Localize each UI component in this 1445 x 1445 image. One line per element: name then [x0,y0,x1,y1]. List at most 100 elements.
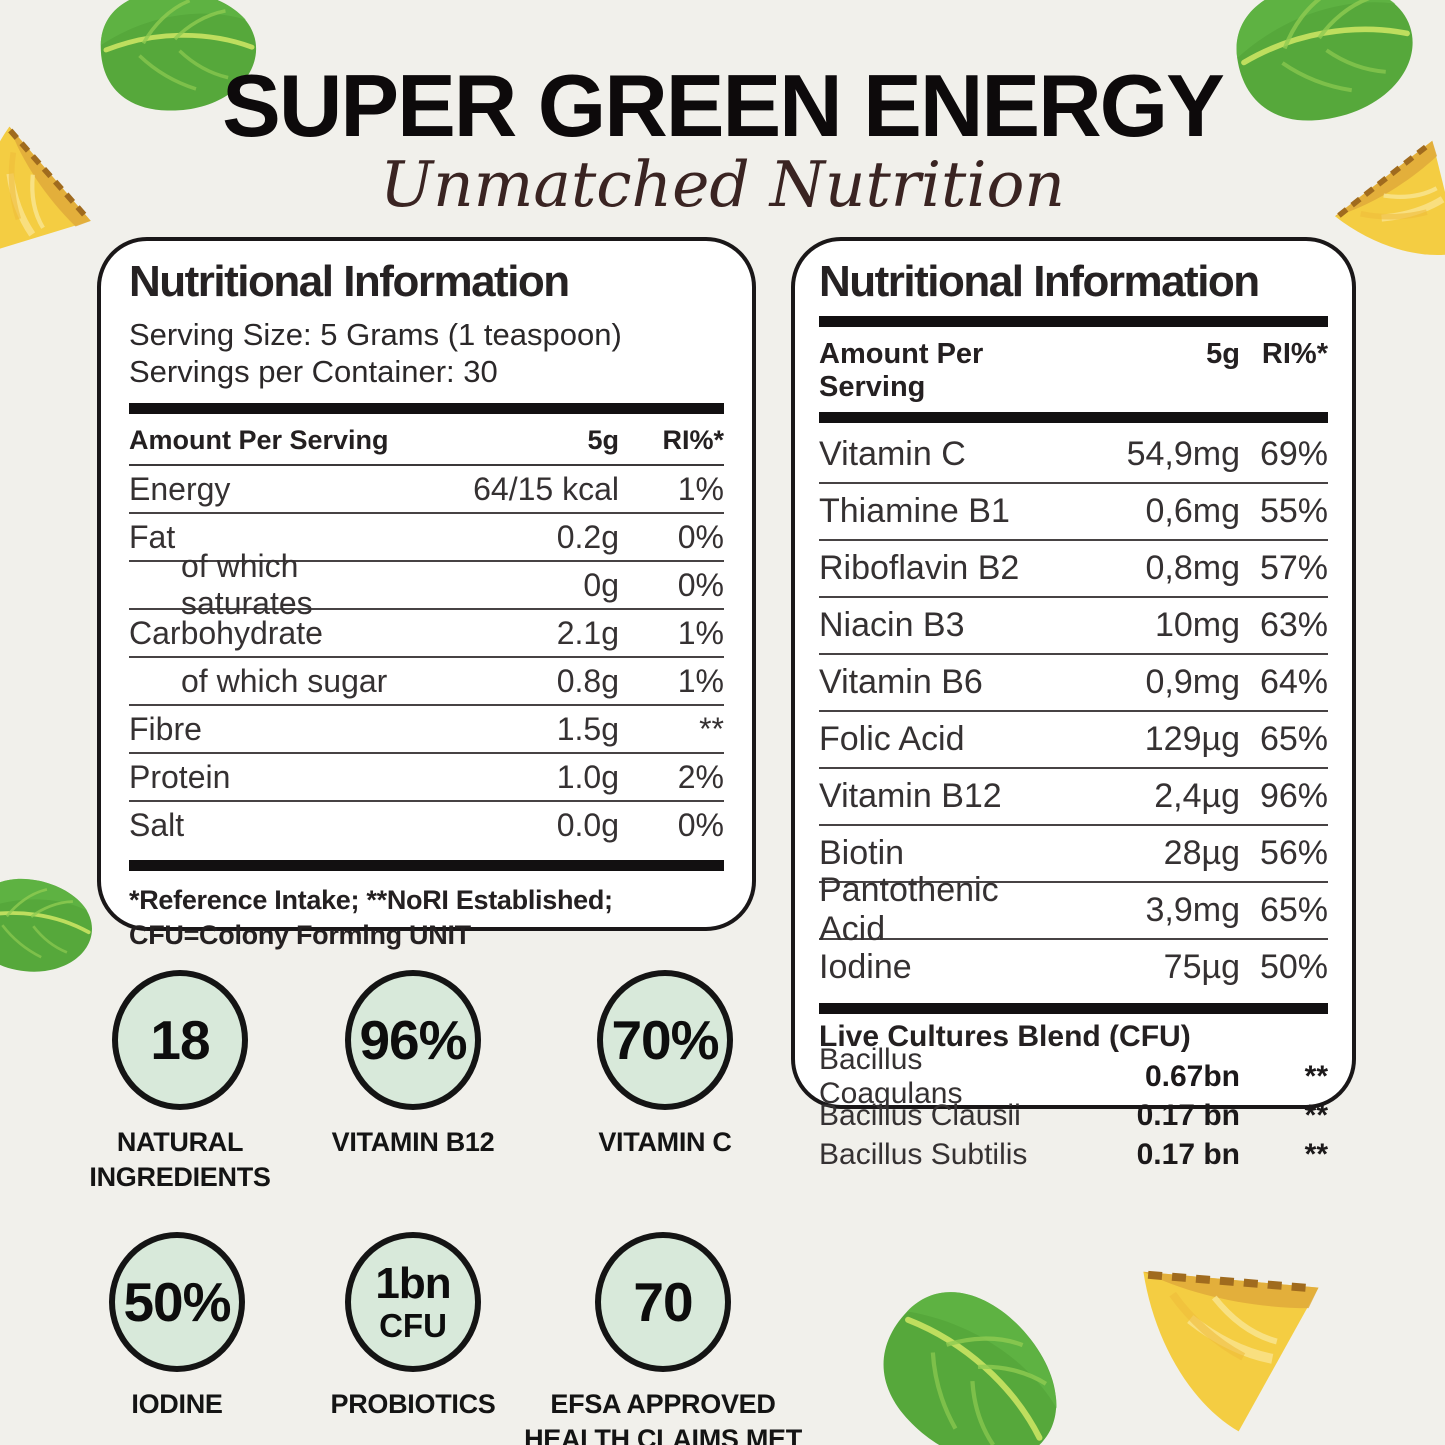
vitamin-table-body: Vitamin C 54,9mg 69% Thiamine B1 0,6mg 55% Rib… [819,427,1328,995]
divider-thick [129,860,724,872]
divider-thick [819,315,1328,327]
page-title: SUPER GREEN ENERGY [222,56,1225,155]
badge-circle: 70 [595,1232,731,1372]
nutrient-label: Niacin B3 [819,605,965,644]
vitamin-nutrition-panel: Nutritional Information Amount Per Servi… [791,237,1356,1171]
nutrient-amount: 0,9mg [1145,662,1241,701]
footnote-text: *Reference Intake; **NoRI Established; C… [129,883,724,953]
panel-title: Nutritional Information [129,257,570,306]
nutrient-label: Riboflavin B2 [819,548,1020,587]
badge-label: EFSA APPROVED HEALTH CLAIMS MET [524,1389,802,1445]
table-row: Biotin 28µg 56% [819,826,1328,883]
table-row: of which sugar 0.8g 1% [129,658,724,707]
footnote-line2: CFU=Colony Forming UNIT [129,920,471,951]
nutrient-amount: 0g [583,566,619,603]
nutrient-label: Carbohydrate [129,614,323,651]
badge-label: NATURAL INGREDIENTS [89,1127,271,1193]
nutrient-amount: 0.2g [556,518,619,555]
badge-value: 70% [611,1008,719,1071]
badge-label: VITAMIN C [598,1127,732,1157]
nutrient-amount: 75µg [1163,947,1240,986]
live-cultures-table-body: Bacillus Coagulans 0.67bn ** Bacillus Claus… [819,1043,1328,1175]
nutrient-ri-percent: 64% [1259,662,1328,701]
nutrient-amount: 3,9mg [1145,890,1241,929]
nutrient-label: Energy [129,470,231,507]
footnote-line1: *Reference Intake; **NoRI Established; [129,885,613,916]
badge-value: 96% [359,1008,467,1071]
nutrient-ri-percent: 96% [1259,776,1328,815]
badge-circle: 70% [597,970,733,1110]
nutrient-label: Bacillus Coagulans [819,1043,963,1111]
nutrient-label: Salt [129,806,185,843]
nutrient-amount: 54,9mg [1126,434,1240,473]
nutrient-amount: 0.0g [556,806,619,843]
nutrient-label: Folic Acid [819,719,965,758]
table-row: Protein 1.0g 2% [129,754,724,803]
table-row: Thiamine B1 0,6mg 55% [819,484,1328,541]
nutrient-ri-percent: 1% [677,662,724,699]
nutrient-amount: 129µg [1144,719,1240,758]
nutrient-amount: 64/15 kcal [473,470,619,507]
table-row: of which saturates 0g 0% [129,548,724,621]
live-cultures-title: Live Cultures Blend (CFU) [819,1019,1191,1053]
badge-label: IODINE [131,1389,223,1419]
nutrient-label: Fat [129,518,176,555]
table-row: Bacillus Coagulans 0.67bn ** [819,1043,1328,1110]
table-row: Fat 0.2g 0% [129,514,724,563]
stat-badge: 70 EFSA APPROVED HEALTH CLAIMS MET [503,1232,823,1445]
divider-thick [819,411,1328,423]
nutrient-ri-percent: ** [1304,1138,1328,1172]
table-row: Carbohydrate 2.1g 1% [129,610,724,659]
nutrient-ri-percent: ** [1304,1060,1328,1094]
panel-title: Nutritional Information [819,257,1260,306]
column-header-amount-per-serving: Amount Per Serving [819,337,984,403]
badge-value: 70 [633,1270,693,1333]
table-row: Vitamin B6 0,9mg 64% [819,655,1328,712]
nutrient-amount: 1.0g [556,758,619,795]
table-header-row: Amount Per Serving 5g RI%* [129,418,724,464]
table-row: Salt 0.0g 0% [129,802,724,848]
table-row: Niacin B3 10mg 63% [819,598,1328,655]
badge-value: 50% [123,1270,231,1333]
table-row: Folic Acid 129µg 65% [819,712,1328,769]
column-header-ri: RI%* [1261,337,1328,370]
nutrient-ri-percent: ** [1304,1099,1328,1133]
stat-badge: 70% VITAMIN C [545,970,785,1160]
nutrient-amount: 2.1g [556,614,619,651]
divider-thick [819,1002,1328,1014]
nutrient-ri-percent: 57% [1259,548,1328,587]
nutrient-ri-percent: 56% [1259,833,1328,872]
stat-badge: 1bn CFU PROBIOTICS [293,1232,533,1422]
divider-thin [129,464,724,467]
table-row: Fibre 1.5g ** [129,706,724,755]
nutrient-amount: 0.17 bn [1136,1099,1240,1133]
badge-circle: 96% [345,970,481,1110]
pineapple-piece-image [1114,1226,1357,1445]
nutrient-label: of which saturates [181,548,313,622]
macro-table-body: Energy 64/15 kcal 1% Fat 0.2g 0% of which satu… [129,466,724,848]
nutrient-amount: 0.67bn [1144,1060,1240,1094]
table-row: Riboflavin B2 0,8mg 57% [819,541,1328,598]
nutrient-ri-percent: 0% [677,518,724,555]
nutrient-ri-percent: 65% [1259,890,1328,929]
nutrient-label: Biotin [819,833,905,872]
nutrient-ri-percent: 65% [1259,719,1328,758]
nutrient-amount: 0,6mg [1145,491,1241,530]
nutrient-amount: 28µg [1163,833,1240,872]
nutrient-label: Iodine [819,947,912,986]
table-row: Iodine 75µg 50% [819,940,1328,995]
nutrient-ri-percent: 1% [677,614,724,651]
nutrient-label: Pantothenic Acid [819,871,999,949]
nutrient-ri-percent: 0% [677,566,724,603]
divider-thick [129,403,724,415]
stat-badge: 50% IODINE [57,1232,297,1422]
page-subtitle: Unmatched Nutrition [379,148,1066,221]
servings-per-container-text: Servings per Container: 30 [129,354,498,390]
nutrient-label: of which sugar [181,662,388,699]
badge-circle: 1bn CFU [345,1232,481,1372]
nutrient-ri-percent: 1% [677,470,724,507]
nutrient-label: Bacillus Subtilis [819,1138,1028,1172]
badge-circle: 50% [109,1232,245,1372]
table-row: Bacillus Subtilis 0.17 bn ** [819,1136,1328,1175]
